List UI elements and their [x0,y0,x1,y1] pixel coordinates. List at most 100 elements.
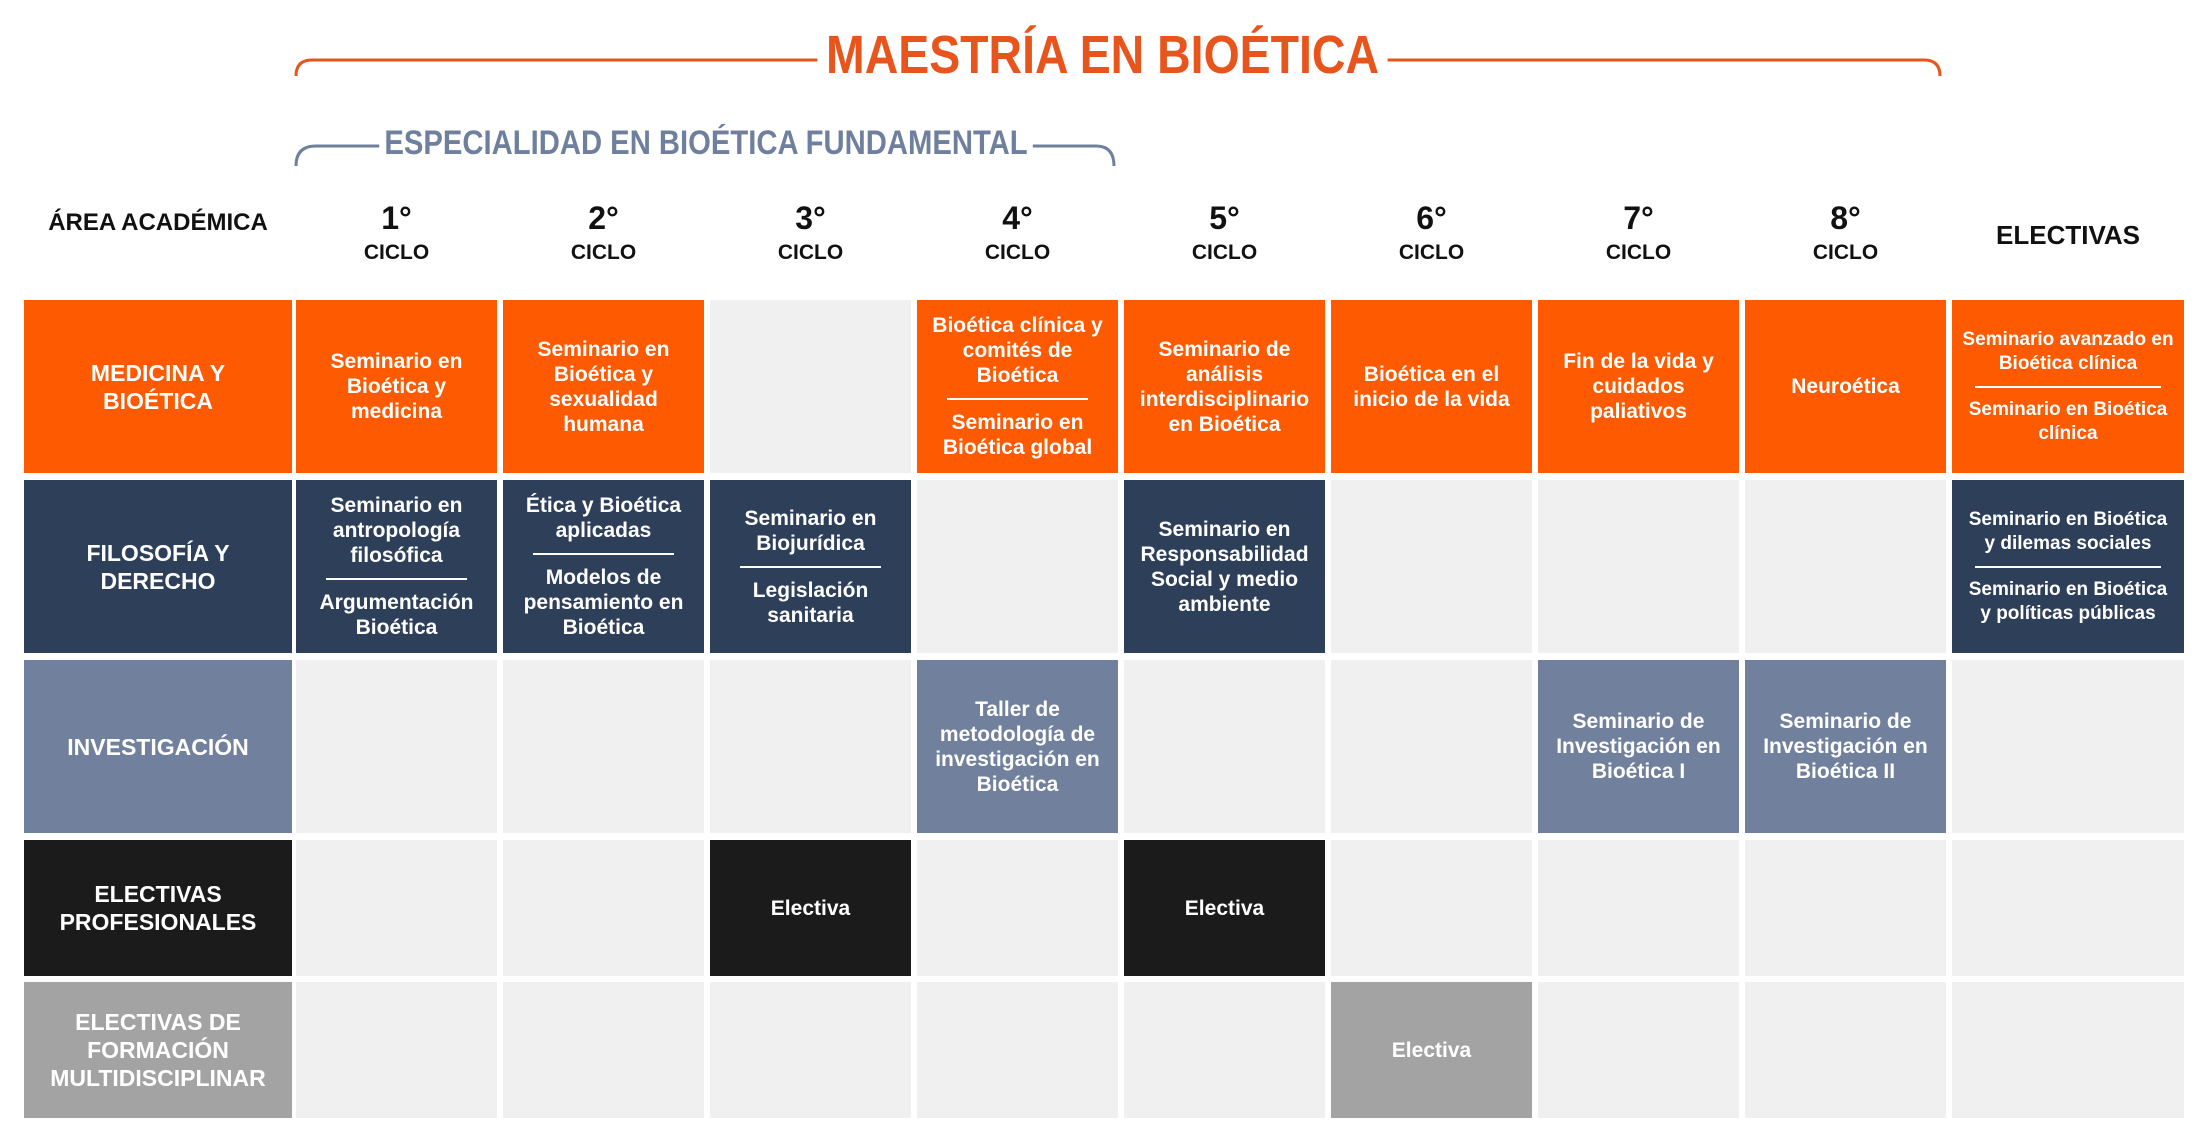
empty-cell [1538,480,1739,653]
course-cell: Seminario en Bioética y medicina [296,300,497,473]
course-divider [1974,565,2162,568]
course-cell: Seminario avanzado en Bioética clínica Se… [1952,300,2184,473]
cycle-label: CICLO [570,241,637,264]
course-cell: Neuroética [1745,300,1946,473]
course-name: Argumentación Bioética [319,591,474,639]
course-cell: Seminario en Responsabilidad Social y me… [1124,480,1325,653]
program-title-text: MAESTRÍA EN BIOÉTICA [817,24,1389,86]
area-cell-row-4: ELECTIVAS PROFESIONALES [24,840,292,976]
empty-cell [710,300,911,473]
empty-cell [296,660,497,833]
cycle-label: CICLO [777,241,844,264]
course-cell: Seminario en antropología filosófica Argu… [296,480,497,653]
empty-cell [1745,480,1946,653]
specialty-title: ESPECIALIDAD EN BIOÉTICA FUNDAMENTAL [296,124,1116,163]
course-cell: Electiva [710,840,911,976]
cycle-header-1: 1° CICLO [296,200,497,280]
cycle-header-6: 6° CICLO [1331,200,1532,280]
program-title: MAESTRÍA EN BIOÉTICA [0,24,2206,86]
course-cell: Seminario en Bioética y sexualidad human… [503,300,704,473]
course-cell: Bioética en el inicio de la vida [1331,300,1532,473]
course-name: Seminario en Bioética y dilemas sociales [1968,508,2168,554]
course-cell: Seminario en Bioética y dilemas sociales… [1952,480,2184,653]
cycle-label: CICLO [1191,241,1258,264]
cycle-header-8: 8° CICLO [1745,200,1946,280]
course-divider [946,398,1089,400]
empty-cell [1331,660,1532,833]
cycle-header-3: 3° CICLO [710,200,911,280]
cycle-number: 7° [1623,200,1654,236]
cycle-number: 5° [1209,200,1240,236]
cycle-number: 3° [795,200,826,236]
course-name: Seminario en Bioética y políticas públic… [1968,578,2168,624]
course-name: Ética y Bioética aplicadas [525,494,682,542]
cycle-header-4: 4° CICLO [917,200,1118,280]
course-name: Bioética en el inicio de la vida [1353,362,1510,411]
empty-cell [710,982,911,1118]
empty-cell [917,480,1118,653]
cycle-header-2: 2° CICLO [503,200,704,280]
cycle-label: CICLO [1398,241,1465,264]
empty-cell [1124,660,1325,833]
specialty-title-text: ESPECIALIDAD EN BIOÉTICA FUNDAMENTAL [379,124,1033,163]
course-name: Seminario en Bioética y medicina [330,350,463,423]
course-divider [325,578,468,580]
course-name: Seminario avanzado en Bioética clínica [1962,328,2174,374]
area-cell-row-2: FILOSOFÍA Y DERECHO [24,480,292,653]
empty-cell [1745,840,1946,976]
course-name: Seminario en Responsabilidad Social y me… [1140,517,1309,616]
cycle-header-5: 5° CICLO [1124,200,1325,280]
empty-cell [503,982,704,1118]
course-cell: Seminario de análisis interdisciplinario… [1124,300,1325,473]
course-cell: Fin de la vida y cuidados paliativos [1538,300,1739,473]
course-cell: Seminario de Investigación en Bioética I [1538,660,1739,833]
cycle-label: CICLO [984,241,1051,264]
cycle-number: 6° [1416,200,1447,236]
course-divider [532,553,675,555]
empty-cell [503,840,704,976]
course-divider [1974,385,2162,388]
course-name: Seminario en antropología filosófica [330,494,463,567]
empty-cell [1952,840,2184,976]
course-name: Electiva [1184,896,1265,920]
area-cell-row-3: INVESTIGACIÓN [24,660,292,833]
course-cell: Seminario de Investigación en Bioética I… [1745,660,1946,833]
course-cell: Bioética clínica y comités de Bioética Se… [917,300,1118,473]
course-name: Fin de la vida y cuidados paliativos [1563,350,1714,423]
cycle-header-7: 7° CICLO [1538,200,1739,280]
empty-cell [503,660,704,833]
cycle-label: CICLO [1812,241,1879,264]
empty-cell [1952,660,2184,833]
course-name: Electiva [1391,1038,1472,1062]
cycle-label: CICLO [363,241,430,264]
course-cell: Ética y Bioética aplicadas Modelos de pen… [503,480,704,653]
cycle-label: CICLO [1605,241,1672,264]
area-cell-row-1: MEDICINA Y BIOÉTICA [24,300,292,473]
empty-cell [296,982,497,1118]
empty-cell [1538,840,1739,976]
cycle-number: 4° [1002,200,1033,236]
empty-cell [1538,982,1739,1118]
empty-cell [1331,840,1532,976]
course-name: Seminario de Investigación en Bioética I [1556,710,1721,783]
course-cell: Seminario en Biojurídica Legislación sani… [710,480,911,653]
course-name: Seminario en Bioética y sexualidad human… [537,337,670,436]
header-electivas-label: ELECTIVAS [1996,220,2140,250]
course-name: Seminario en Biojurídica [744,506,877,555]
cycle-number: 1° [381,200,412,236]
course-name: Legislación sanitaria [752,578,869,627]
course-name: Modelos de pensamiento en Bioética [523,566,684,639]
empty-cell [917,982,1118,1118]
course-name: Seminario en Bioética clínica [1968,398,2168,444]
header-area-label: ÁREA ACADÉMICA [48,209,268,236]
course-name: Electiva [770,896,851,920]
course-name: Seminario de análisis interdisciplinario… [1139,337,1310,436]
course-name: Bioética clínica y comités de Bioética [932,314,1103,387]
course-name: Neuroética [1791,375,1900,398]
empty-cell [917,840,1118,976]
empty-cell [1331,480,1532,653]
course-cell: Taller de metodología de investigación e… [917,660,1118,833]
course-cell: Electiva [1124,840,1325,976]
course-name: Seminario en Bioética global [942,411,1093,459]
empty-cell [1952,982,2184,1118]
